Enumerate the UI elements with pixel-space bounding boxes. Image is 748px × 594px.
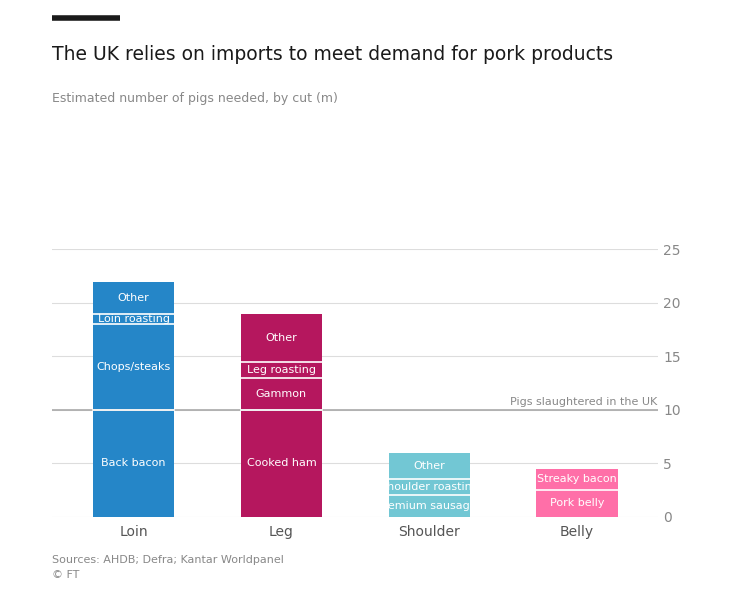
Bar: [536, 490, 618, 517]
Bar: [93, 410, 174, 517]
Text: Estimated number of pigs needed, by cut (m): Estimated number of pigs needed, by cut …: [52, 92, 338, 105]
Text: © FT: © FT: [52, 570, 80, 580]
Text: Streaky bacon: Streaky bacon: [537, 475, 617, 484]
Bar: [241, 378, 322, 410]
Bar: [93, 324, 174, 410]
Text: Leg roasting: Leg roasting: [247, 365, 316, 375]
Bar: [241, 410, 322, 517]
Text: Other: Other: [266, 333, 297, 343]
Text: Other: Other: [414, 461, 445, 471]
Bar: [536, 469, 618, 490]
Text: Loin roasting: Loin roasting: [98, 314, 170, 324]
Text: Other: Other: [117, 293, 150, 302]
Text: Pork belly: Pork belly: [550, 498, 604, 508]
Text: Chops/steaks: Chops/steaks: [96, 362, 171, 372]
Text: The UK relies on imports to meet demand for pork products: The UK relies on imports to meet demand …: [52, 45, 613, 64]
Bar: [388, 453, 470, 479]
Bar: [388, 479, 470, 495]
Bar: [388, 495, 470, 517]
Text: Back bacon: Back bacon: [102, 459, 166, 468]
Bar: [93, 282, 174, 314]
Bar: [241, 362, 322, 378]
Text: Gammon: Gammon: [256, 389, 307, 399]
Text: Cooked ham: Cooked ham: [247, 459, 316, 468]
Bar: [93, 314, 174, 324]
Text: Pigs slaughtered in the UK: Pigs slaughtered in the UK: [510, 397, 657, 407]
Text: Sources: AHDB; Defra; Kantar Worldpanel: Sources: AHDB; Defra; Kantar Worldpanel: [52, 555, 284, 565]
Text: Shoulder roasting: Shoulder roasting: [380, 482, 479, 492]
Bar: [241, 314, 322, 362]
Text: Premium sausages: Premium sausages: [376, 501, 482, 511]
